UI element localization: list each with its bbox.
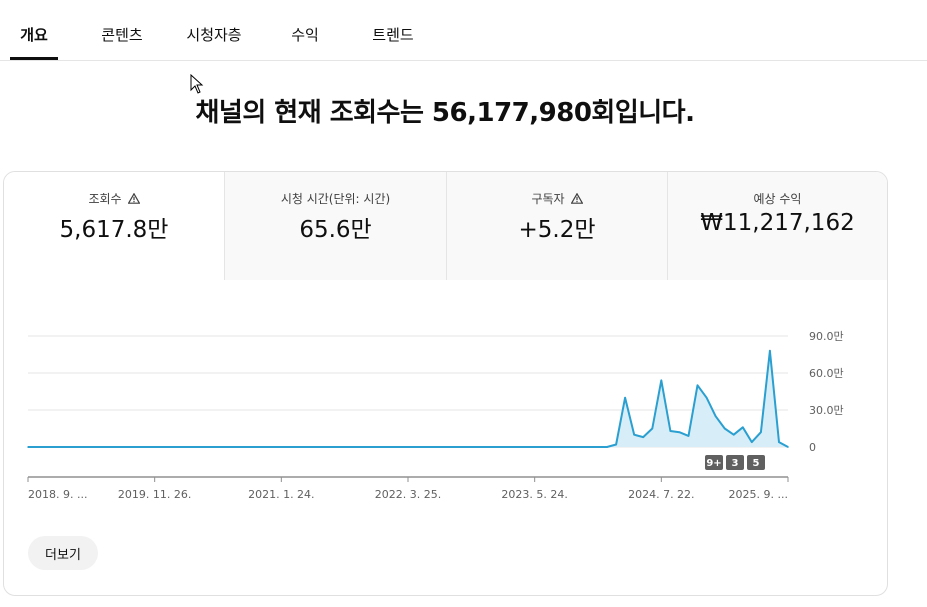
chart-x-tick-label: 2023. 5. 24.: [501, 488, 567, 501]
chart-y-tick-label: 90.0만: [809, 330, 844, 343]
warning-icon: [127, 193, 140, 204]
chart-data-point: [723, 427, 726, 430]
video-marker-badge: [705, 455, 723, 470]
chart-series-area: [28, 350, 788, 447]
more-button[interactable]: 더보기: [28, 536, 98, 570]
video-marker-badge: [726, 455, 744, 470]
active-tab-indicator: [10, 57, 58, 60]
chart-data-point: [732, 433, 735, 436]
chart-data-point: [606, 446, 608, 448]
chart-data-point: [687, 435, 690, 437]
views-chart: 90.0만 60.0만 30.0만 0 2018. 9. ... 2019. 11. 26…: [27, 330, 844, 501]
chart-x-tick-label: 2021. 1. 24.: [248, 488, 314, 501]
metric-revenue-value: ₩11,217,162: [700, 210, 855, 236]
metric-subscribers-label: 구독자: [531, 192, 565, 206]
chart-x-tick-label: 2025. 9. ...: [729, 488, 788, 501]
tab-trends[interactable]: 트렌드: [372, 26, 414, 44]
video-marker-badge: [747, 455, 765, 470]
tab-content[interactable]: 콘텐츠: [101, 26, 143, 44]
chart-x-tick-label: 2024. 7. 22.: [628, 488, 694, 501]
chart-data-point: [787, 446, 789, 448]
tab-bar: 개요 콘텐츠 시청자층 수익 트렌드: [0, 0, 927, 61]
video-marker-label: 3: [732, 458, 739, 469]
warning-icon: [570, 193, 583, 204]
video-marker-label: 9+: [706, 458, 721, 469]
analytics-card: 조회수 5,617.8만 시청 시간(단위: 시간) 65.6만 구독자 +5.…: [3, 171, 888, 596]
chart-x-tick-label: 2022. 3. 25.: [375, 488, 441, 501]
metric-subscribers-value: +5.2만: [518, 217, 596, 243]
metric-subscribers[interactable]: 구독자 +5.2만: [446, 172, 667, 280]
chart-data-point: [778, 441, 780, 443]
chart-data-point: [678, 431, 681, 433]
metric-views[interactable]: 조회수 5,617.8만: [4, 172, 224, 280]
metric-tabs: 조회수 5,617.8만 시청 시간(단위: 시간) 65.6만 구독자 +5.…: [4, 172, 887, 280]
chart-data-point: [696, 384, 699, 387]
chart-data-point: [769, 350, 771, 352]
metric-views-value: 5,617.8만: [59, 217, 169, 243]
metric-watch-time-label: 시청 시간(단위: 시간): [280, 192, 391, 206]
tab-overview[interactable]: 개요: [20, 26, 48, 44]
metric-revenue-label: 예상 수익: [753, 192, 802, 206]
chart-data-point: [651, 427, 654, 430]
page-title: 채널의 현재 조회수는 56,177,980회입니다.: [195, 98, 695, 128]
chart-data-point: [633, 433, 635, 436]
tab-audience[interactable]: 시청자층: [186, 26, 242, 44]
tab-revenue[interactable]: 수익: [291, 26, 319, 44]
mouse-cursor-icon: [190, 74, 204, 94]
chart-x-tick-label: 2018. 9. ...: [28, 488, 87, 501]
metric-watch-time[interactable]: 시청 시간(단위: 시간) 65.6만: [224, 172, 446, 280]
metric-views-label: 조회수: [88, 192, 122, 206]
chart-data-point: [741, 426, 744, 429]
chart-data-point: [669, 430, 672, 432]
chart-data-point: [624, 396, 626, 399]
chart-y-tick-label: 30.0만: [809, 404, 844, 417]
chart-series-line: [28, 349, 789, 448]
chart-data-point: [615, 443, 617, 446]
chart-data-point: [714, 415, 717, 417]
chart-data-point: [760, 431, 762, 433]
chart-y-tick-label: 0: [809, 441, 816, 454]
chart-y-tick-label: 60.0만: [809, 367, 844, 380]
chart-data-point: [705, 396, 708, 399]
chart-data-point: [27, 446, 29, 448]
chart-data-point: [751, 441, 753, 443]
chart-x-tick-label: 2019. 11. 26.: [118, 488, 191, 501]
metric-watch-time-value: 65.6만: [299, 217, 372, 243]
chart-data-point: [642, 436, 645, 438]
chart-data-point: [660, 379, 663, 382]
video-marker-label: 5: [753, 458, 760, 469]
metric-revenue[interactable]: 예상 수익 ₩11,217,162: [667, 172, 887, 280]
